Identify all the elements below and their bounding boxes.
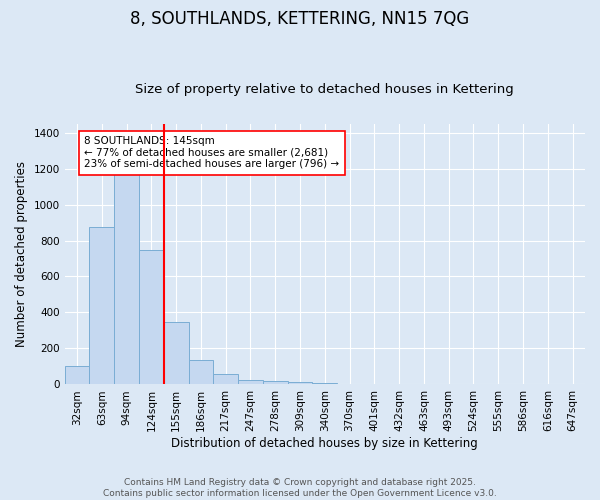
Text: 8, SOUTHLANDS, KETTERING, NN15 7QG: 8, SOUTHLANDS, KETTERING, NN15 7QG (130, 10, 470, 28)
Bar (214, 374, 238, 384)
X-axis label: Distribution of detached houses by size in Kettering: Distribution of detached houses by size … (172, 437, 478, 450)
Text: 8 SOUTHLANDS: 145sqm
← 77% of detached houses are smaller (2,681)
23% of semi-de: 8 SOUTHLANDS: 145sqm ← 77% of detached h… (85, 136, 340, 170)
Text: Contains HM Land Registry data © Crown copyright and database right 2025.
Contai: Contains HM Land Registry data © Crown c… (103, 478, 497, 498)
Bar (287, 382, 313, 384)
Bar (313, 382, 337, 384)
Bar (139, 250, 164, 384)
Bar (164, 322, 188, 384)
Bar (188, 360, 214, 384)
Title: Size of property relative to detached houses in Kettering: Size of property relative to detached ho… (136, 83, 514, 96)
Bar (65, 366, 89, 384)
Bar (89, 227, 114, 384)
Bar (238, 380, 263, 384)
Bar (263, 382, 287, 384)
Y-axis label: Number of detached properties: Number of detached properties (15, 161, 28, 347)
Bar (114, 156, 139, 384)
